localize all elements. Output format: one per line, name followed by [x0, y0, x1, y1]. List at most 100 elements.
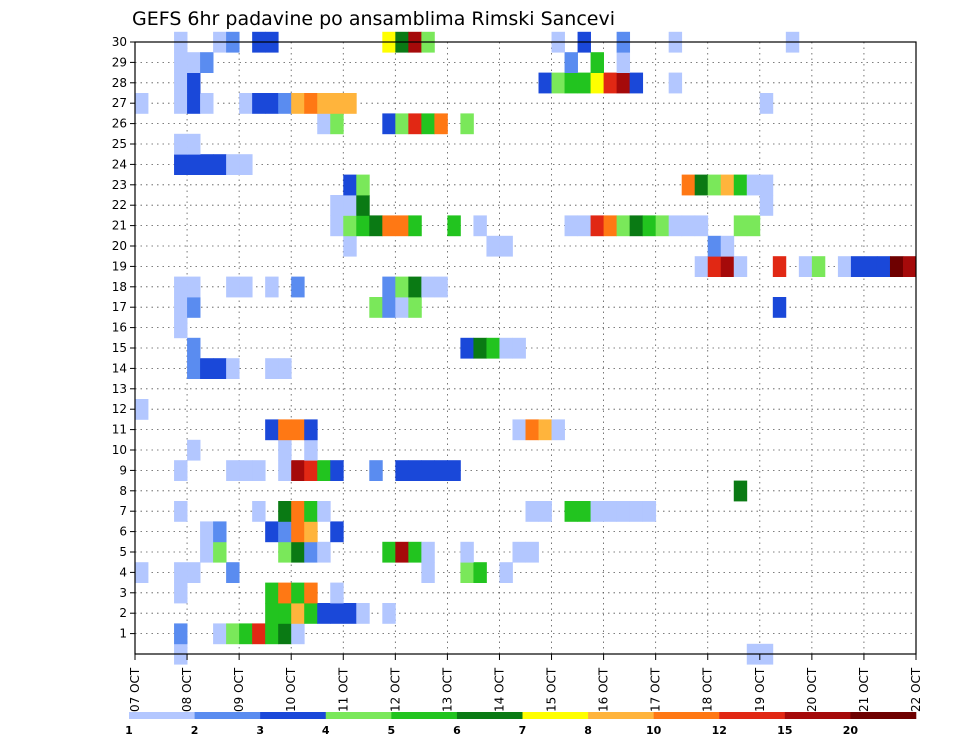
heatmap-cell	[317, 603, 331, 624]
heatmap-cell	[525, 419, 539, 441]
heatmap-cell	[629, 215, 644, 237]
heatmap-cell	[850, 256, 865, 277]
heatmap-cell	[265, 419, 279, 441]
x-tick-label: 13 OCT	[440, 667, 454, 712]
heatmap-cell	[642, 215, 657, 237]
heatmap-cell	[356, 603, 370, 624]
y-axis-ticks: 1234567891011121314151617181920212223242…	[112, 35, 135, 641]
heatmap-cell	[200, 358, 214, 379]
x-tick-label: 14 OCT	[492, 667, 506, 712]
heatmap-cell	[577, 215, 591, 237]
heatmap-cell	[707, 256, 722, 277]
heatmap-cell	[200, 93, 214, 114]
x-tick-label: 19 OCT	[753, 667, 767, 712]
y-tick-label: 19	[112, 259, 127, 273]
legend-swatch	[456, 712, 523, 719]
heatmap-cell	[226, 623, 240, 645]
heatmap-cell	[902, 256, 917, 277]
heatmap-cell	[278, 358, 292, 379]
heatmap-cell	[174, 72, 188, 94]
heatmap-cell	[278, 623, 292, 645]
heatmap-cell	[291, 603, 305, 624]
heatmap-cell	[330, 113, 344, 135]
legend-threshold-label: 15	[777, 724, 792, 737]
heatmap-cell	[291, 460, 305, 481]
heatmap-cell	[187, 562, 201, 583]
heatmap-cell	[837, 256, 852, 277]
heatmap-cell	[772, 256, 787, 277]
y-tick-label: 16	[112, 321, 127, 335]
heatmap-cell	[187, 72, 201, 94]
heatmap-cell	[291, 501, 305, 522]
heatmap-cell	[304, 582, 318, 604]
heatmap-cell	[278, 603, 292, 624]
heatmap-cell	[291, 582, 305, 604]
heatmap-cell	[564, 501, 578, 522]
legend-swatch	[653, 712, 720, 719]
color-legend: 1 2 3 4 5 6 7 8 10 12 15 20	[125, 712, 917, 737]
heatmap-cell	[707, 174, 722, 196]
heatmap-cell	[720, 174, 735, 196]
heatmap-cell	[889, 256, 904, 277]
y-tick-label: 6	[119, 525, 127, 539]
heatmap-cell	[265, 358, 279, 379]
y-tick-label: 8	[119, 484, 127, 498]
heatmap-cell	[551, 72, 565, 94]
heatmap-cell	[408, 297, 422, 318]
heatmap-cell	[382, 215, 396, 237]
y-tick-label: 29	[112, 55, 127, 69]
heatmap-cell	[772, 297, 787, 318]
heatmap-cell	[330, 93, 344, 114]
heatmap-cell	[720, 256, 735, 277]
heatmap-cell	[304, 93, 318, 114]
heatmap-cell	[421, 113, 435, 135]
heatmap-cell	[239, 154, 253, 175]
heatmap-cell	[278, 93, 292, 114]
legend-threshold-label: 20	[843, 724, 859, 737]
heatmap-cell	[603, 72, 618, 94]
legend-threshold-label: 10	[646, 724, 662, 737]
heatmap-cell	[668, 215, 683, 237]
heatmap-cell	[538, 501, 552, 522]
heatmap-cell	[395, 113, 409, 135]
y-tick-label: 9	[119, 463, 127, 477]
x-tick-label: 08 OCT	[180, 667, 194, 712]
y-tick-label: 3	[119, 586, 127, 600]
heatmap-cell	[187, 52, 201, 73]
heatmap-cell	[252, 460, 266, 481]
heatmap-cell	[291, 521, 305, 543]
heatmap-cell	[668, 72, 683, 94]
heatmap-cell	[746, 174, 761, 196]
heatmap-cell	[226, 154, 240, 175]
heatmap-cell	[200, 154, 214, 175]
legend-threshold-label: 7	[519, 724, 527, 737]
heatmap-cell	[382, 276, 396, 298]
heatmap-cell	[174, 93, 188, 114]
heatmap-cell	[174, 297, 188, 318]
heatmap-cell	[499, 562, 513, 583]
legend-swatch	[194, 712, 261, 719]
y-tick-label: 7	[119, 504, 127, 518]
heatmap-cell	[174, 276, 188, 298]
heatmap-cell	[551, 419, 565, 441]
legend-swatch	[260, 712, 327, 719]
heatmap-cell	[330, 460, 344, 481]
heatmap-cell	[174, 154, 188, 175]
heatmap-cell	[213, 154, 227, 175]
heatmap-cell	[473, 215, 487, 237]
heatmap-cell	[863, 256, 878, 277]
x-tick-label: 07 OCT	[128, 667, 142, 712]
heatmap-cell	[174, 460, 188, 481]
heatmap-cell	[577, 501, 591, 522]
heatmap-cell	[447, 215, 461, 237]
y-tick-label: 13	[112, 382, 127, 396]
heatmap-cell	[694, 256, 709, 277]
heatmap-cell	[382, 603, 396, 624]
heatmap-cell	[564, 72, 578, 94]
heatmap-cell	[408, 215, 422, 237]
heatmap-cell	[434, 460, 448, 481]
heatmap-cell	[798, 256, 813, 277]
heatmap-cell	[330, 215, 344, 237]
legend-swatch	[719, 712, 786, 719]
heatmap-cell	[226, 460, 240, 481]
